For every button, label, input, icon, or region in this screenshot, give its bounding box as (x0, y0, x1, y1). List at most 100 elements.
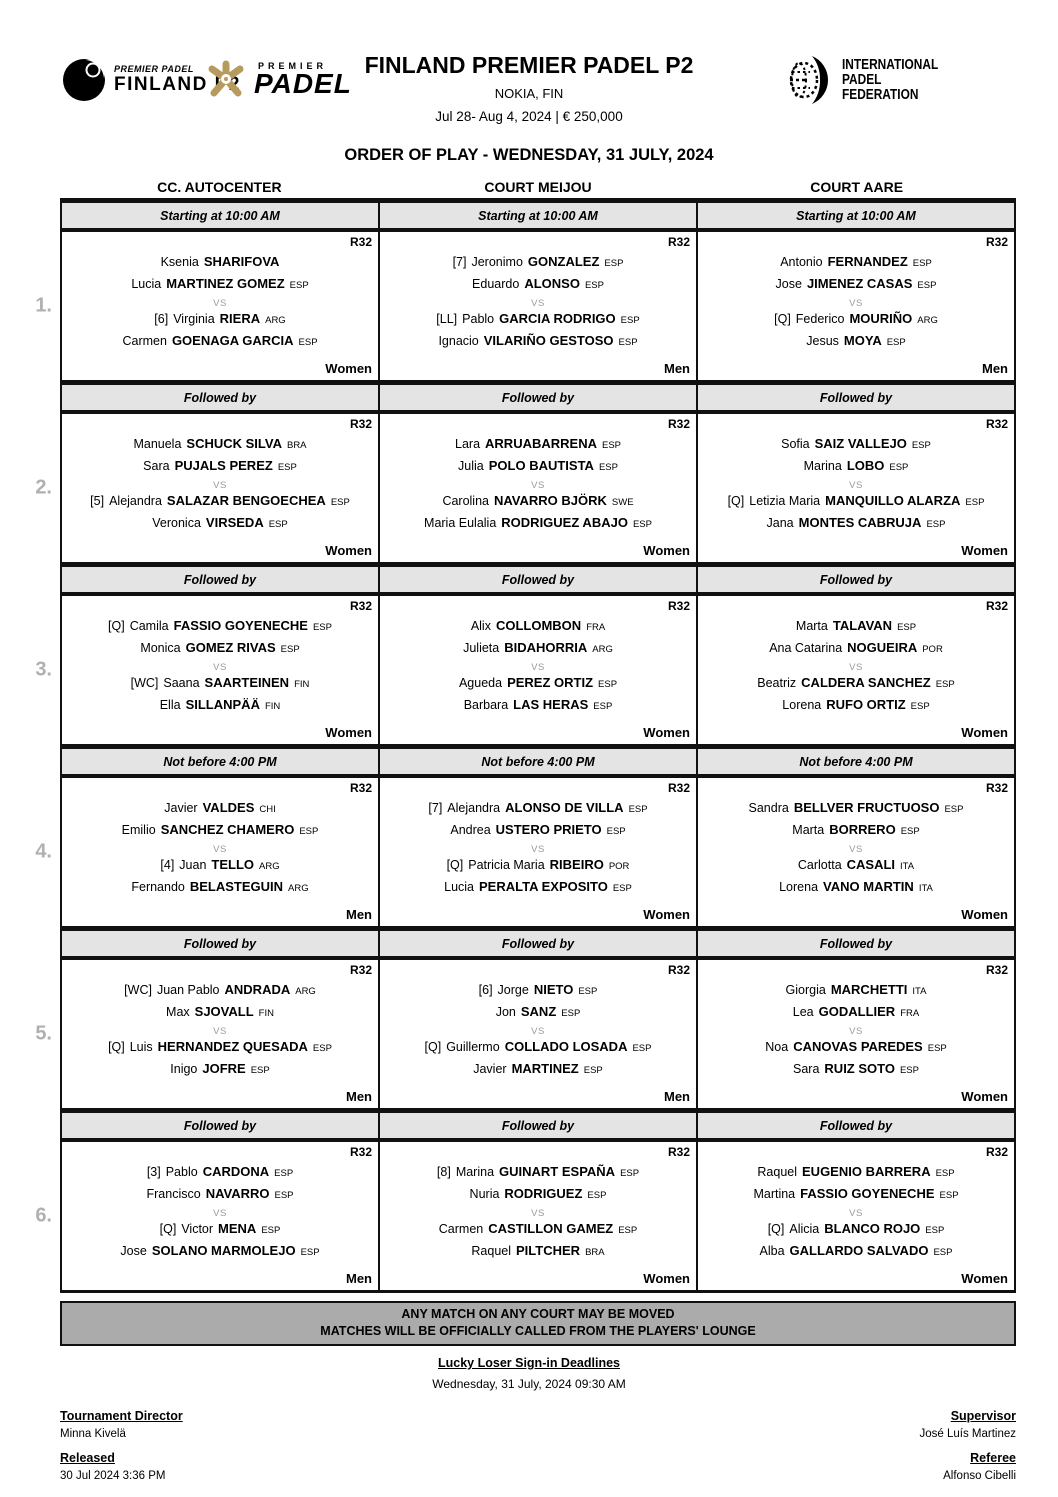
player-last-name: ANDRADA (224, 981, 291, 997)
premier-logo-line2: PADEL (254, 68, 352, 99)
player-name: Ella SILLANPÄÄ FIN (160, 697, 281, 719)
schedule-label: Followed by (62, 931, 380, 956)
player-name: Emilio SANCHEZ CHAMERO ESP (122, 822, 319, 844)
player-first-name: Carmen (438, 1221, 484, 1236)
player-last-name: RUIZ SOTO (824, 1060, 895, 1076)
player-name: Raquel EUGENIO BARRERA ESP (757, 1164, 954, 1186)
player-country: ESP (606, 825, 626, 837)
player-first-name: Saana (163, 675, 200, 690)
player-country: ESP (933, 1246, 953, 1258)
player-seed: [6] (154, 311, 169, 326)
player-last-name: ARRUABARRENA (485, 435, 597, 451)
player-last-name: SAIZ VALLEJO (814, 435, 907, 451)
player-country: ESP (620, 1167, 640, 1179)
player-country: ESP (927, 1042, 947, 1054)
player-country: ESP (300, 1246, 320, 1258)
player-country: ESP (935, 678, 955, 690)
ipf-logo-line2: PADEL (842, 71, 882, 88)
player-name: Martina FASSIO GOYENECHE ESP (753, 1186, 958, 1208)
player-seed: [Q] (108, 618, 125, 633)
player-last-name: CASTILLON GAMEZ (488, 1220, 614, 1236)
match-cell: R32 Giorgia MARCHETTI ITA Lea GODALLIER FRA VS N… (698, 960, 1014, 1108)
finland-p2-logo: PREMIER PADEL FINLAND P2 (62, 58, 241, 102)
player-first-name: Noa (765, 1039, 789, 1054)
player-name: Monica GOMEZ RIVAS ESP (140, 640, 299, 662)
round-label: R32 (667, 1145, 690, 1159)
player-country: ITA (918, 882, 933, 894)
player-first-name: Jorge (497, 982, 529, 997)
teams-block: [7] Jeronimo GONZALEZ ESP Eduardo ALONSO ESP VS… (386, 254, 690, 355)
player-country: ESP (632, 518, 652, 530)
premier-padel-logo: PREMIER PADEL (205, 55, 352, 103)
referee-label: Referee (970, 1451, 1016, 1465)
schedule-label: Followed by (62, 567, 380, 592)
player-last-name: EUGENIO BARRERA (802, 1163, 931, 1179)
round-label: R32 (985, 963, 1008, 977)
player-last-name: GOENAGA GARCIA (171, 332, 294, 348)
teams-block: Marta TALAVAN ESP Ana Catarina NOGUEIRA POR VS… (704, 618, 1008, 719)
player-seed: [Q] (159, 1221, 177, 1236)
schedule-band-row: Followed by Followed by Followed by (62, 1108, 1014, 1142)
tournament-date-prize: Jul 28- Aug 4, 2024 | € 250,000 (435, 109, 623, 124)
player-name: Ignacio VILARIÑO GESTOSO ESP (438, 333, 637, 355)
category-label: Women (325, 725, 372, 740)
player-first-name: Sandra (748, 800, 789, 815)
player-last-name: VIRSEDA (205, 514, 264, 530)
category-label: Men (664, 361, 690, 376)
player-country: POR (608, 860, 630, 872)
player-first-name: Lorena (782, 697, 822, 712)
player-first-name: Agueda (458, 675, 503, 690)
player-last-name: RODRIGUEZ ABAJO (501, 514, 628, 530)
player-first-name: Monica (140, 640, 181, 655)
player-last-name: LAS HERAS (513, 696, 589, 712)
match-cell: R32 [8] Marina GUINART ESPAÑA ESP Nuria RODRIG… (380, 1142, 698, 1290)
teams-block: [6] Jorge NIETO ESP Jon SANZ ESP VS [Q] Guillermo… (386, 982, 690, 1083)
player-first-name: Max (166, 1004, 190, 1019)
ipf-logo: INTERNATIONAL PADEL FEDERATION (782, 50, 959, 110)
player-name: Julieta BIDAHORRIA ARG (463, 640, 613, 662)
player-name: Marina LOBO ESP (804, 458, 909, 480)
player-name: [LL] Pablo GARCIA RODRIGO ESP (436, 311, 639, 333)
player-first-name: Pablo (165, 1164, 198, 1179)
vs-label: VS (213, 479, 227, 491)
released-value: 30 Jul 2024 3:36 PM (60, 1470, 166, 1482)
ipf-logo-line3: FEDERATION (842, 86, 919, 103)
player-first-name: Alejandra (447, 800, 501, 815)
row-number: 2. (35, 476, 52, 499)
vs-label: VS (213, 1207, 227, 1219)
player-first-name: Manuela (133, 436, 182, 451)
schedule-band-row: Followed by Followed by Followed by (62, 926, 1014, 960)
player-last-name: MANQUILLO ALARZA (825, 492, 961, 508)
player-last-name: POLO BAUTISTA (488, 457, 594, 473)
player-name: Lorena VANO MARTIN ITA (779, 879, 933, 901)
player-last-name: GODALLIER (818, 1003, 896, 1019)
player-country: POR (922, 643, 943, 655)
player-name: Antonio FERNANDEZ ESP (780, 254, 932, 276)
player-name: Carmen CASTILLON GAMEZ ESP (439, 1221, 637, 1243)
event-logo-line2: FINLAND P2 (114, 74, 241, 95)
player-first-name: Eduardo (472, 276, 520, 291)
player-last-name: SANCHEZ CHAMERO (160, 821, 295, 837)
player-country: ARG (288, 882, 309, 894)
player-name: Javier VALDES CHI (164, 800, 275, 822)
vs-label: VS (531, 297, 545, 309)
player-first-name: Alicia (789, 1221, 820, 1236)
player-name: Max SJOVALL FIN (166, 1004, 274, 1026)
player-first-name: Andrea (450, 822, 491, 837)
player-name: [6] Jorge NIETO ESP (479, 982, 598, 1004)
lucky-loser-title: Lucky Loser Sign-in Deadlines (438, 1356, 620, 1370)
teams-block: Giorgia MARCHETTI ITA Lea GODALLIER FRA VS Noa C… (704, 982, 1008, 1083)
player-last-name: MARCHETTI (830, 981, 908, 997)
order-of-play-title: ORDER OF PLAY - WEDNESDAY, 31 JULY, 2024 (344, 146, 714, 164)
order-of-play-table: Starting at 10:00 AM Starting at 10:00 AM… (35, 198, 1016, 1293)
player-last-name: MONTES CABRUJA (798, 514, 922, 530)
player-first-name: Victor (181, 1221, 214, 1236)
player-name: Ksenia SHARIFOVA (161, 254, 280, 276)
schedule-label: Followed by (698, 567, 1014, 592)
category-label: Women (961, 543, 1008, 558)
player-name: [6] Virginia RIERA ARG (154, 311, 285, 333)
player-name: Sara RUIZ SOTO ESP (793, 1061, 919, 1083)
player-country: ESP (583, 1064, 603, 1076)
player-country: FIN (258, 1007, 274, 1019)
row-number: 4. (35, 840, 52, 863)
